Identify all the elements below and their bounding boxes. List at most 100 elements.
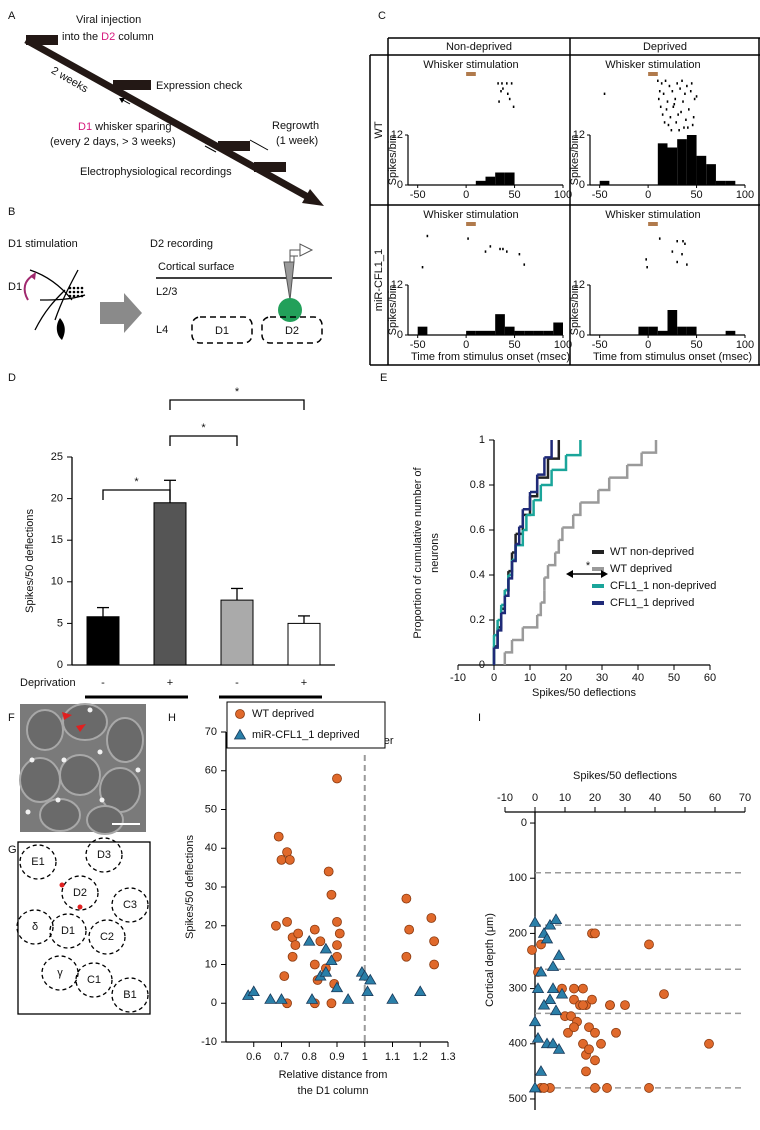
cdf-step	[544, 440, 553, 459]
follicle-dot	[76, 286, 80, 290]
significance-bracket	[169, 399, 305, 410]
cdf-step	[573, 502, 582, 517]
x-tick-label: -50	[592, 189, 608, 201]
deflection-head	[30, 272, 36, 280]
spike	[691, 123, 694, 127]
x-axis-label: Time from stimulus onset (msec)	[593, 351, 752, 363]
spike	[684, 92, 686, 95]
annotation-head	[566, 570, 573, 578]
cdf-step	[609, 464, 629, 479]
point	[644, 1083, 654, 1093]
x-tick-label: 50	[679, 792, 691, 804]
point	[552, 1042, 566, 1054]
y-tick-label: 400	[509, 1038, 527, 1050]
barrel-label: δ	[32, 921, 38, 933]
point	[341, 993, 355, 1004]
micrograph-vessel	[99, 797, 105, 803]
timeline-text-part: D1	[78, 121, 92, 133]
y-axis-label: Spikes/bin	[387, 285, 399, 336]
cdf-step	[537, 458, 550, 479]
y-tick-label: 0	[397, 179, 403, 191]
spike	[501, 82, 503, 85]
spike	[658, 90, 661, 93]
point	[309, 959, 320, 970]
barrel-label: D1	[61, 925, 75, 937]
y-tick-label: 0.4	[470, 569, 485, 581]
x-tick-label: 0	[491, 672, 497, 684]
spike	[690, 82, 693, 85]
category-label: +	[167, 677, 173, 689]
x-tick-label: 60	[704, 672, 716, 684]
histogram-bar	[677, 326, 687, 335]
point	[590, 1055, 600, 1066]
micrograph-barrel	[26, 709, 64, 751]
micrograph-barrel	[62, 703, 108, 741]
cdf-step	[555, 539, 561, 554]
cdf-step	[540, 469, 553, 487]
timeline-step	[218, 141, 250, 151]
spike	[666, 100, 669, 103]
point	[596, 1038, 606, 1049]
spike	[693, 97, 696, 101]
spike	[675, 121, 678, 124]
barrel-outline	[19, 844, 57, 880]
point	[534, 965, 548, 977]
spike	[665, 108, 668, 111]
point	[531, 1031, 545, 1043]
cdf-step	[512, 627, 525, 642]
histogram-bar	[514, 330, 525, 335]
point	[334, 928, 345, 939]
legend-marker	[235, 709, 245, 719]
spike	[676, 82, 678, 85]
point	[546, 960, 560, 971]
point	[303, 934, 316, 946]
timeline-text: D1 whisker sparing	[78, 121, 172, 133]
x-tick-label: 40	[649, 792, 661, 804]
spike	[669, 116, 672, 119]
point	[323, 866, 334, 877]
cdf-step	[501, 595, 507, 615]
point	[361, 985, 374, 997]
spike	[523, 263, 526, 266]
point	[276, 854, 287, 865]
point	[540, 932, 554, 944]
setup-title: D1 stimulation	[8, 238, 78, 250]
point	[332, 916, 342, 927]
spike	[659, 105, 662, 108]
micrograph-barrel	[39, 798, 81, 832]
barrel-label: D1	[215, 325, 229, 337]
y-axis-label: Cortical depth (μm)	[484, 913, 496, 1007]
spike	[681, 253, 683, 256]
timeline-text-part: column	[115, 31, 154, 43]
spike	[663, 121, 666, 124]
barrel-label: B1	[123, 989, 136, 1001]
point	[537, 998, 551, 1010]
barrel-label: D2	[73, 887, 87, 899]
spike	[680, 110, 682, 114]
micrograph-vessel	[25, 809, 31, 815]
y-tick-label: 12	[573, 279, 585, 291]
spike	[518, 253, 521, 256]
histogram-bar	[543, 330, 554, 335]
x-tick-label: 30	[619, 792, 631, 804]
point	[543, 918, 557, 930]
point	[578, 1000, 588, 1011]
bar	[153, 502, 187, 666]
y-axis-label: Spikes/bin	[569, 135, 581, 186]
histogram-bar	[686, 135, 697, 185]
y-tick-label: 0	[579, 329, 585, 341]
micrograph-vessel	[135, 767, 141, 773]
y-axis-label: neurons	[429, 533, 441, 573]
x-tick-label: 20	[589, 792, 601, 804]
spike	[484, 250, 487, 253]
histogram-bar	[667, 310, 678, 335]
y-tick-label: 0	[397, 329, 403, 341]
cdf-step	[558, 527, 564, 542]
x-tick-label: 0.9	[329, 1051, 344, 1063]
barrel-label: C3	[123, 899, 137, 911]
timeline-text: into the D2 column	[62, 31, 154, 43]
histogram-bar	[495, 314, 505, 335]
spike	[671, 90, 674, 93]
y-tick-label: 0	[211, 997, 217, 1009]
stimulus-label: Whisker stimulation	[605, 209, 700, 221]
